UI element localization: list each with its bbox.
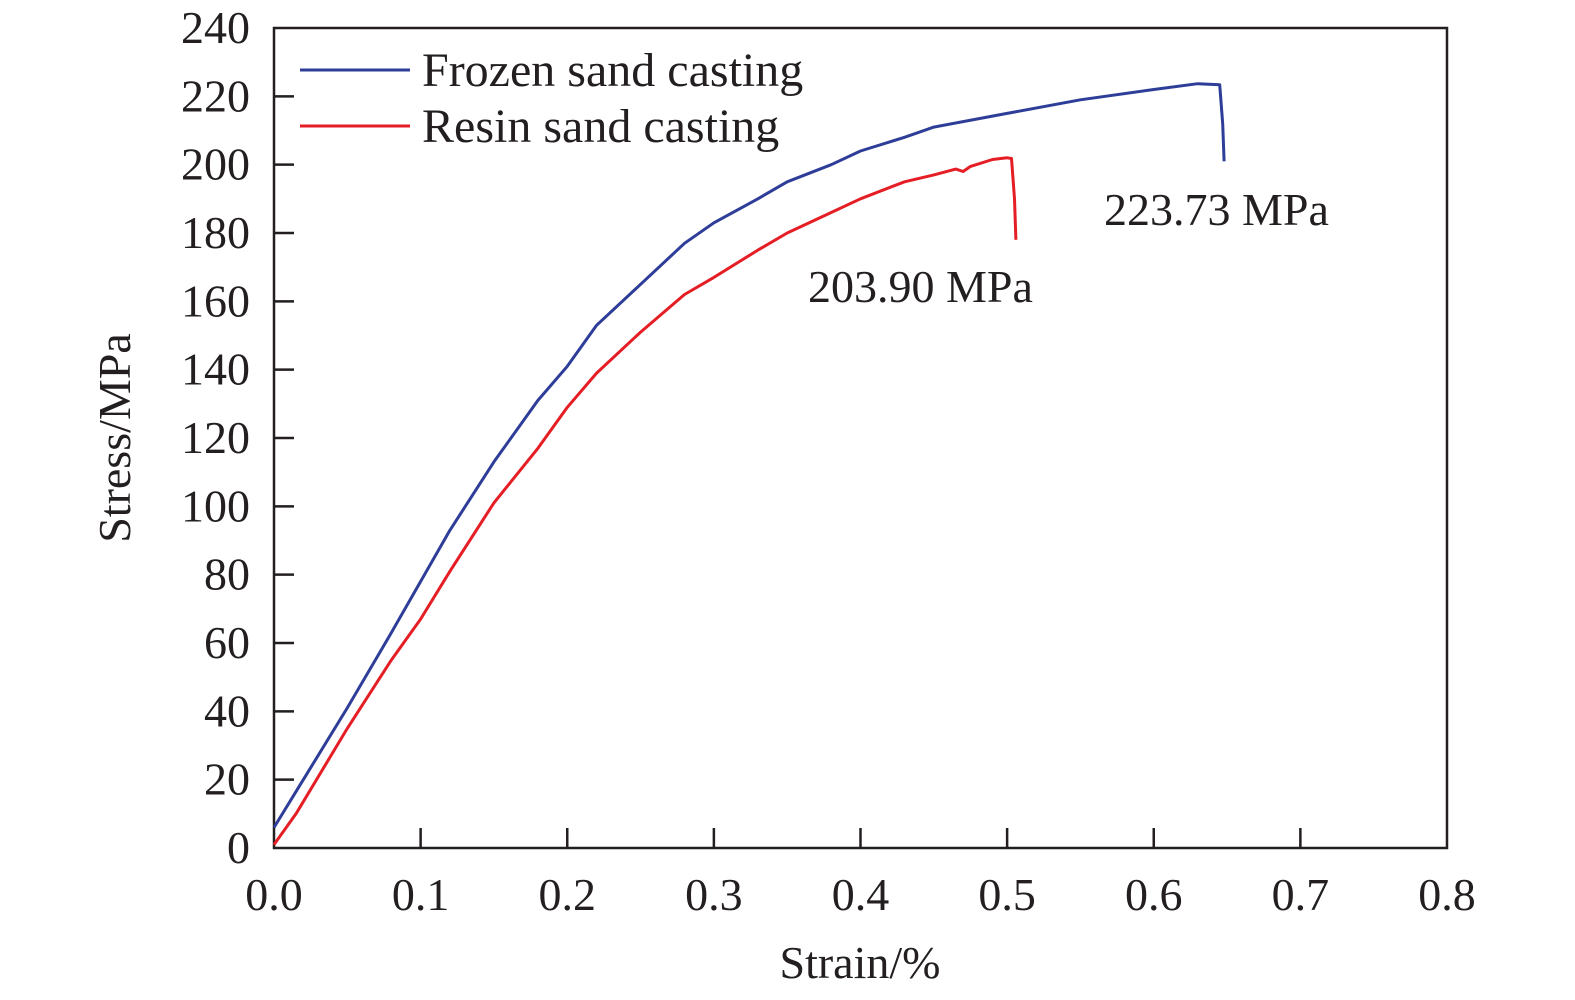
- y-tick-label: 100: [181, 480, 250, 531]
- x-tick-label: 0.0: [245, 869, 303, 920]
- legend: Frozen sand casting Resin sand casting: [300, 44, 803, 153]
- series-line-frozen-sand-casting: [272, 82, 1226, 829]
- x-tick-label: 0.3: [685, 869, 743, 920]
- y-tick-label: 160: [181, 275, 250, 326]
- y-tick-label: 200: [181, 139, 250, 190]
- y-tick-label: 0: [227, 822, 250, 873]
- y-axis-ticks: 0 20 40 60 80 100 120 140 160 180 200 220 240: [181, 2, 294, 873]
- series-line-resin-sand-casting: [272, 156, 1018, 846]
- x-tick-label: 0.8: [1418, 869, 1476, 920]
- y-axis-label: Stress/MPa: [89, 333, 140, 543]
- y-tick-label: 60: [204, 617, 250, 668]
- annotation-frozen-peak: 223.73 MPa: [1104, 184, 1329, 235]
- y-tick-label: 220: [181, 70, 250, 121]
- legend-label-resin: Resin sand casting: [422, 100, 779, 153]
- x-tick-label: 0.5: [978, 869, 1036, 920]
- x-tick-label: 0.6: [1125, 869, 1183, 920]
- y-tick-label: 40: [204, 685, 250, 736]
- y-tick-label: 120: [181, 412, 250, 463]
- x-tick-label: 0.1: [392, 869, 450, 920]
- x-tick-label: 0.7: [1272, 869, 1330, 920]
- series-layer: [272, 82, 1226, 846]
- y-tick-label: 240: [181, 2, 250, 53]
- y-tick-label: 20: [204, 754, 250, 805]
- legend-label-frozen: Frozen sand casting: [422, 44, 803, 97]
- x-tick-label: 0.4: [832, 869, 890, 920]
- x-axis-label: Strain/%: [780, 937, 941, 988]
- annotation-resin-peak: 203.90 MPa: [808, 261, 1033, 312]
- x-tick-label: 0.2: [539, 869, 597, 920]
- x-axis-ticks: 0.0 0.1 0.2 0.3 0.4 0.5 0.6 0.7 0.8: [245, 828, 1476, 920]
- y-tick-label: 140: [181, 344, 250, 395]
- y-tick-label: 180: [181, 207, 250, 258]
- y-tick-label: 80: [204, 549, 250, 600]
